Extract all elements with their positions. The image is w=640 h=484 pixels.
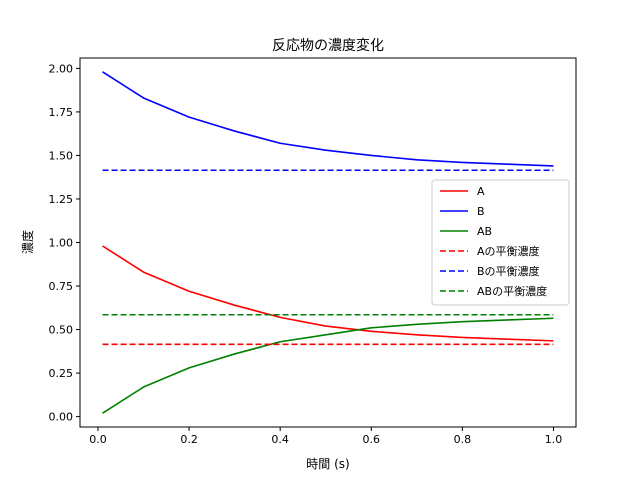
x-tick-label: 0.8	[454, 433, 472, 446]
y-tick-label: 0.00	[49, 411, 74, 424]
y-tick-label: 1.00	[49, 237, 74, 250]
x-axis-label: 時間 (s)	[306, 457, 349, 471]
y-tick-label: 1.25	[49, 193, 74, 206]
x-tick-label: 0.2	[180, 433, 198, 446]
y-axis-ticks: 0.00 0.25 0.50 0.75 1.00 1.25 1.50 1.75 2.00	[49, 62, 80, 424]
y-tick-label: 2.00	[49, 62, 74, 75]
x-tick-label: 0.4	[271, 433, 289, 446]
y-tick-label: 0.75	[49, 280, 74, 293]
y-tick-label: 1.50	[49, 149, 74, 162]
legend-label: AB	[477, 225, 492, 238]
series-line-1-b	[102, 71, 554, 167]
series-layer	[102, 71, 554, 414]
legend-label: Bの平衡濃度	[477, 264, 540, 278]
legend-label: ABの平衡濃度	[477, 284, 547, 298]
x-tick-label: 1.0	[545, 433, 563, 446]
legend-label: B	[477, 205, 485, 218]
legend-label: Aの平衡濃度	[477, 244, 540, 258]
y-tick-label: 0.25	[49, 367, 74, 380]
x-tick-label: 0.0	[89, 433, 107, 446]
legend-label: A	[477, 185, 485, 198]
x-axis-ticks: 0.0 0.2 0.4 0.6 0.8 1.0	[89, 427, 562, 446]
y-tick-label: 0.50	[49, 324, 74, 337]
series-line-2-ab	[102, 317, 554, 414]
x-tick-label: 0.6	[363, 433, 381, 446]
series-line-0-a	[102, 245, 554, 342]
legend: AB AB Aの平衡濃度 Bの平衡濃度 ABの平衡濃度	[431, 179, 570, 306]
y-tick-label: 1.75	[49, 106, 74, 119]
y-axis-label: 濃度	[20, 230, 35, 254]
chart-title: 反応物の濃度変化	[272, 37, 384, 54]
